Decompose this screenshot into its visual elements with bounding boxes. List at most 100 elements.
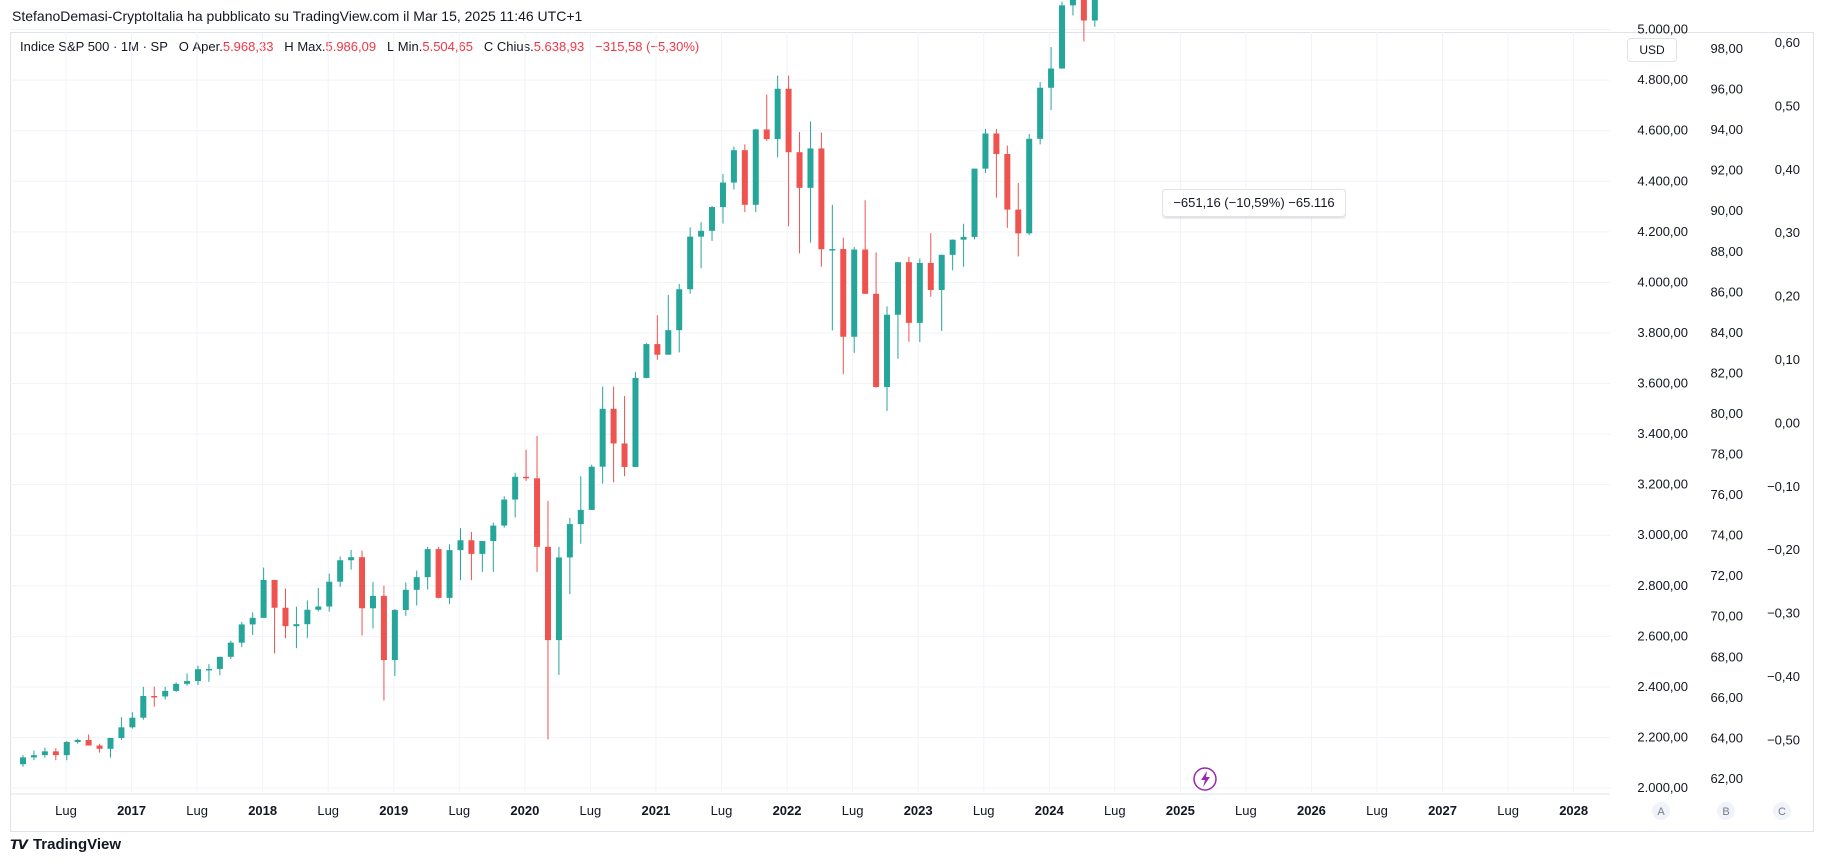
candle-body	[763, 129, 770, 140]
candle-body	[1004, 153, 1011, 210]
candle	[610, 386, 617, 483]
candle-body	[260, 579, 267, 618]
candle	[840, 237, 847, 375]
legend-change: −315,58 (−5,30%)	[595, 39, 700, 54]
candle-body	[435, 549, 442, 598]
candle	[238, 621, 245, 648]
candle-body	[851, 249, 858, 337]
candle-body	[293, 624, 300, 627]
legend-low-label: L	[386, 39, 395, 54]
scale-button-bg	[1717, 802, 1735, 820]
time-axis-tick: 2023	[904, 803, 933, 818]
candle-body	[337, 560, 344, 582]
candle-body	[949, 239, 956, 255]
candle-body	[238, 624, 245, 643]
legend-close-label: C	[483, 39, 494, 54]
right-axis-tick: 70,00	[1710, 609, 1743, 624]
candle	[216, 656, 223, 676]
candle	[1004, 145, 1011, 228]
attribution-text: StefanoDemasi-CryptoItalia ha pubblicato…	[12, 8, 583, 24]
candle	[709, 206, 716, 241]
candle-body	[424, 549, 431, 578]
candle	[271, 579, 278, 654]
candle-body	[63, 741, 70, 756]
candle	[938, 254, 945, 331]
candle	[457, 528, 464, 581]
candle	[752, 128, 759, 213]
time-axis-tick: 2020	[510, 803, 539, 818]
far-axis-tick: −0,10	[1767, 479, 1800, 494]
candle-body	[391, 610, 398, 661]
far-axis-tick: 0,30	[1775, 225, 1800, 240]
candle-body	[490, 525, 497, 542]
candle	[184, 673, 191, 686]
candle	[413, 570, 420, 606]
candle-body	[544, 546, 551, 641]
candle-body	[555, 557, 562, 641]
candle	[348, 550, 355, 570]
time-axis-tick: 2017	[117, 803, 146, 818]
scale-button[interactable]: A	[1657, 806, 1665, 818]
candle-body	[632, 377, 639, 467]
candle	[20, 755, 26, 767]
right-axis-tick: 78,00	[1710, 447, 1743, 462]
price-axis-tick: 2.200,00	[1637, 729, 1688, 744]
candle-body	[1069, 0, 1076, 6]
candle-body	[52, 751, 59, 756]
far-axis-tick: −0,40	[1767, 669, 1800, 684]
candle	[337, 556, 344, 587]
legend-high-value: 5.986,09	[325, 39, 377, 54]
legend-symbol[interactable]: Indice S&P 500 · 1M · SP	[20, 39, 168, 54]
currency-button[interactable]: USD	[1627, 38, 1677, 62]
right-axis-tick: 96,00	[1710, 82, 1743, 97]
candle-body	[1026, 138, 1033, 234]
candle-body	[741, 150, 748, 205]
candle-body	[971, 168, 978, 237]
lightning-icon[interactable]	[1193, 767, 1217, 791]
candle	[818, 132, 825, 267]
time-axis-tick: Lug	[1366, 803, 1388, 818]
candle-body	[1015, 209, 1022, 234]
right-axis-tick: 74,00	[1710, 528, 1743, 543]
candle	[566, 518, 573, 595]
time-axis-tick: Lug	[317, 803, 339, 818]
candle	[85, 734, 92, 746]
legend-high-text: Max.	[297, 39, 326, 54]
candle-body	[271, 579, 278, 608]
far-axis-tick: 0,40	[1775, 162, 1800, 177]
candle-body	[719, 182, 726, 208]
candle	[971, 168, 978, 240]
candle-body	[709, 207, 716, 231]
candle	[730, 146, 737, 190]
far-axis-tick: −0,30	[1767, 606, 1800, 621]
candle	[435, 546, 442, 599]
candle	[96, 743, 103, 753]
candle-body	[588, 466, 595, 510]
candle-body	[774, 88, 781, 140]
candle-body	[326, 581, 333, 607]
candle-body	[884, 314, 891, 388]
candle-body	[315, 606, 322, 610]
candle	[490, 522, 497, 572]
candle	[523, 449, 530, 481]
candle-body	[359, 557, 366, 609]
axis-far-scale: 0,60 0,50 0,40 0,30 0,20 0,10 0,00 −0,10 −0,20 −0…	[1767, 35, 1800, 747]
candle	[741, 144, 748, 213]
legend-open-value: 5.968,33	[222, 39, 274, 54]
scale-button[interactable]: B	[1722, 806, 1729, 818]
candle-body	[566, 524, 573, 558]
time-axis-tick: Lug	[842, 803, 864, 818]
time-axis-tick: Lug	[186, 803, 208, 818]
scale-button[interactable]: C	[1778, 806, 1786, 818]
candle-body	[446, 550, 453, 598]
candle-body	[194, 669, 201, 682]
candle	[151, 686, 158, 707]
candle-body	[905, 262, 912, 323]
price-axis-tick: 4.600,00	[1637, 123, 1688, 138]
candle-body	[818, 148, 825, 250]
price-axis-tick: 4.400,00	[1637, 173, 1688, 188]
candle-body	[927, 262, 934, 290]
candle	[140, 686, 147, 720]
candle-body	[1059, 5, 1066, 69]
